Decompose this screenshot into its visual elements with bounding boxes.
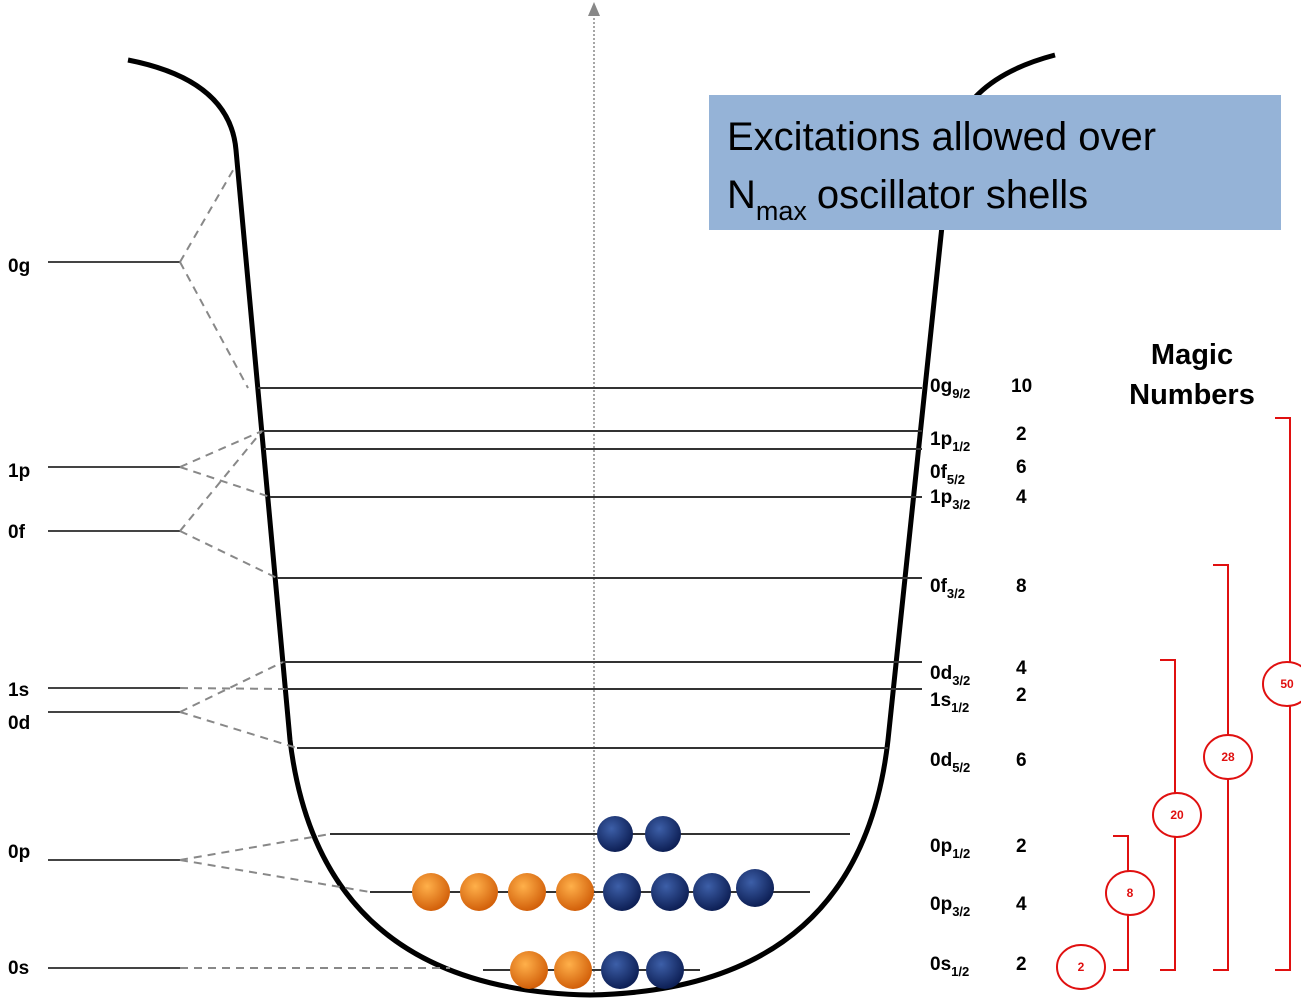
split-connector — [180, 467, 270, 497]
level-name: 0d — [930, 750, 952, 771]
magic-number: 2 — [1078, 960, 1085, 974]
magic-number: 50 — [1280, 677, 1294, 691]
level-label: 0f3/2 — [930, 576, 965, 601]
level-sub: 9/2 — [952, 386, 970, 401]
level-sub: 5/2 — [952, 760, 970, 775]
split-connector — [180, 531, 277, 578]
callout-sub: max — [756, 196, 808, 226]
level-label: 0s1/2 — [930, 954, 969, 979]
level-count: 2 — [1016, 954, 1027, 975]
nucleons — [412, 816, 774, 989]
level-name: 1p — [930, 429, 952, 450]
level-label: 0g9/2 — [930, 376, 970, 401]
magic-title: Magic — [1151, 339, 1233, 371]
level-label: 1p3/2 — [930, 487, 970, 512]
neutron — [597, 816, 633, 852]
split-connector — [180, 834, 330, 860]
level-sub: 1/2 — [951, 964, 969, 979]
level-sub: 5/2 — [947, 472, 965, 487]
magic-number: 8 — [1127, 886, 1134, 900]
level-name: 0g — [930, 376, 952, 397]
level-sub: 1/2 — [952, 846, 970, 861]
proton — [508, 873, 546, 911]
neutron — [693, 873, 731, 911]
callout-n: N — [727, 173, 756, 217]
neutron — [645, 816, 681, 852]
neutron — [736, 869, 774, 907]
page: 0g9/2101p1/220f5/261p3/240f3/280d3/241s1… — [0, 0, 1301, 1001]
neutron — [603, 873, 641, 911]
level-label: 0f5/2 — [930, 462, 965, 487]
split-connector — [180, 712, 297, 748]
oscillator-label: 0s — [8, 958, 29, 979]
level-label: 1p1/2 — [930, 429, 970, 454]
level-name: 0f — [930, 576, 948, 597]
magic-number: 20 — [1170, 808, 1184, 822]
level-count: 6 — [1016, 457, 1027, 478]
oscillator-label: 0d — [8, 713, 30, 734]
neutron — [601, 951, 639, 989]
level-name: 0p — [930, 894, 952, 915]
level-name: 1s — [930, 690, 951, 711]
shell-diagram: 0g9/2101p1/220f5/261p3/240f3/280d3/241s1… — [0, 0, 1301, 1001]
level-label: 0d3/2 — [930, 663, 970, 688]
level-sub: 3/2 — [947, 586, 965, 601]
oscillator-label: 0g — [8, 256, 30, 277]
neutron — [646, 951, 684, 989]
split-connector — [180, 262, 248, 388]
oscillator-label: 0p — [8, 842, 30, 863]
level-count: 2 — [1016, 685, 1027, 706]
axis-arrow — [588, 2, 600, 16]
level-count: 10 — [1011, 376, 1032, 397]
level-label: 0p1/2 — [930, 836, 970, 861]
callout-rest: oscillator shells — [817, 173, 1088, 217]
level-label: 1s1/2 — [930, 690, 969, 715]
level-sub: 1/2 — [951, 700, 969, 715]
oscillator-label: 1s — [8, 680, 29, 701]
proton — [554, 951, 592, 989]
magic-title: Numbers — [1129, 379, 1255, 411]
level-label: 0p3/2 — [930, 894, 970, 919]
split-connector — [180, 662, 283, 712]
level-count: 2 — [1016, 836, 1027, 857]
oscillator-label: 1p — [8, 461, 30, 482]
proton — [556, 873, 594, 911]
split-connector — [180, 431, 262, 467]
level-count: 4 — [1016, 894, 1027, 915]
oscillator-label: 0f — [8, 522, 26, 543]
level-count: 6 — [1016, 750, 1027, 771]
split-connector — [180, 165, 236, 262]
level-sub: 1/2 — [952, 439, 970, 454]
proton — [510, 951, 548, 989]
level-name: 1p — [930, 487, 952, 508]
proton — [460, 873, 498, 911]
level-sub: 3/2 — [952, 497, 970, 512]
level-count: 4 — [1016, 487, 1027, 508]
level-count: 4 — [1016, 658, 1027, 679]
magic-number: 28 — [1221, 750, 1235, 764]
level-count: 8 — [1016, 576, 1027, 597]
callout-text: Excitations allowed over — [727, 115, 1156, 159]
level-name: 0s — [930, 954, 951, 975]
proton — [412, 873, 450, 911]
split-connector — [180, 688, 284, 689]
neutron — [651, 873, 689, 911]
level-label: 0d5/2 — [930, 750, 970, 775]
level-count: 2 — [1016, 424, 1027, 445]
level-sub: 3/2 — [952, 904, 970, 919]
level-sub: 3/2 — [952, 673, 970, 688]
level-name: 0f — [930, 462, 948, 483]
level-name: 0p — [930, 836, 952, 857]
level-name: 0d — [930, 663, 952, 684]
